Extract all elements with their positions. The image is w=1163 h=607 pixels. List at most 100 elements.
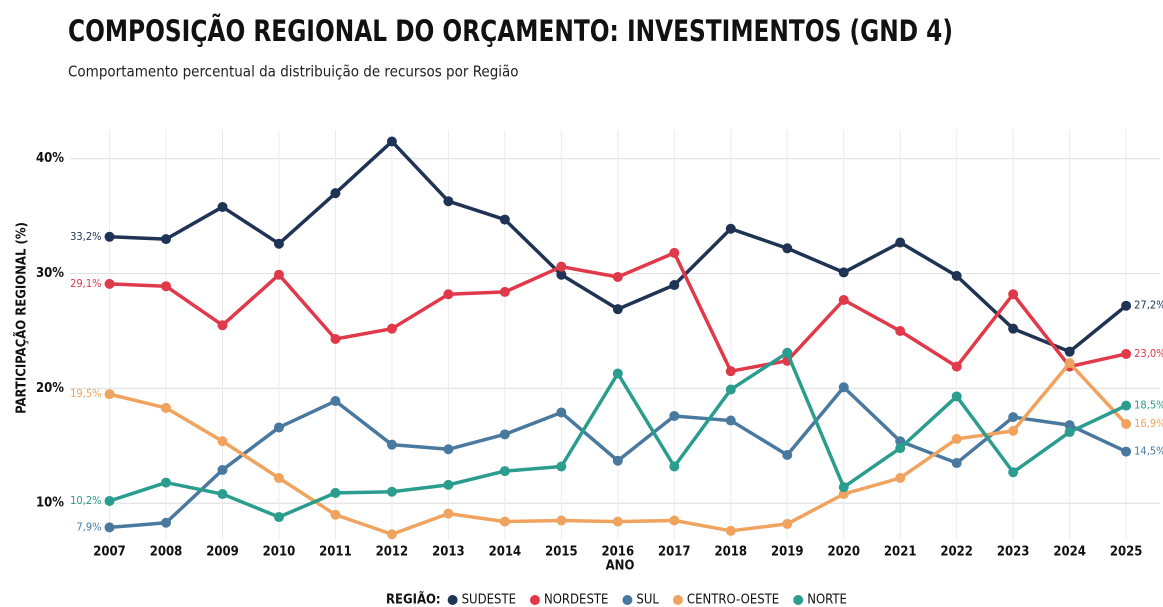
point [1008, 467, 1019, 478]
point [838, 267, 849, 278]
point [386, 323, 397, 334]
point [951, 391, 962, 402]
point [669, 461, 680, 472]
point [273, 422, 284, 433]
value-label: 27,2% [1134, 299, 1163, 312]
point [838, 482, 849, 493]
point [443, 444, 454, 455]
point [161, 517, 172, 528]
point [386, 486, 397, 497]
point [161, 402, 172, 413]
legend-title: REGIÃO: [386, 592, 441, 607]
point [161, 281, 172, 292]
legend-swatch [672, 595, 683, 605]
point [782, 347, 793, 358]
x-tick-label: 2007 [93, 545, 126, 560]
point [612, 304, 623, 315]
point [273, 269, 284, 280]
point [1064, 358, 1075, 369]
point [217, 201, 228, 212]
point [1064, 427, 1075, 438]
point [1008, 289, 1019, 300]
point [951, 270, 962, 281]
point [104, 389, 115, 400]
point [725, 525, 736, 536]
value-label: 18,5% [1134, 399, 1163, 412]
value-label: 33,2% [70, 230, 101, 243]
point [273, 472, 284, 483]
point [782, 450, 793, 461]
point [330, 188, 341, 199]
point [1121, 400, 1132, 411]
point [669, 515, 680, 526]
point [612, 368, 623, 379]
point [1064, 346, 1075, 357]
legend-label: NORDESTE [544, 593, 608, 607]
point [499, 516, 510, 527]
point [725, 223, 736, 234]
point [782, 243, 793, 254]
x-tick-label: 2024 [1053, 545, 1086, 560]
point [217, 489, 228, 500]
point [895, 237, 906, 248]
point [669, 247, 680, 258]
point [386, 136, 397, 147]
point [895, 443, 906, 454]
x-tick-label: 2009 [206, 545, 239, 560]
point [669, 410, 680, 421]
point [161, 234, 172, 245]
x-tick-label: 2018 [714, 545, 747, 560]
chart-subtitle: Comportamento percentual da distribuição… [68, 63, 519, 81]
x-tick-label: 2019 [771, 545, 804, 560]
value-label: 7,9% [76, 520, 101, 533]
point [556, 515, 567, 526]
point [895, 472, 906, 483]
point [895, 325, 906, 336]
point [1121, 348, 1132, 359]
x-tick-label: 2008 [150, 545, 183, 560]
point [386, 439, 397, 450]
point [443, 196, 454, 207]
point [556, 261, 567, 272]
value-label: 10,2% [70, 494, 101, 507]
point [104, 231, 115, 242]
x-tick-label: 2012 [376, 545, 409, 560]
point [1121, 446, 1132, 457]
legend-label: SUL [636, 593, 659, 607]
point [104, 522, 115, 533]
x-tick-label: 2015 [545, 545, 578, 560]
x-tick-label: 2017 [658, 545, 691, 560]
point [612, 516, 623, 527]
point [443, 479, 454, 490]
point [1008, 425, 1019, 436]
point [1008, 412, 1019, 423]
x-tick-label: 2013 [432, 545, 465, 560]
point [273, 238, 284, 249]
y-tick-label: 40% [36, 151, 64, 166]
point [838, 489, 849, 500]
x-tick-label: 2021 [884, 545, 917, 560]
value-label: 14,5% [1134, 445, 1163, 458]
point [725, 384, 736, 395]
point [161, 477, 172, 488]
point [556, 269, 567, 280]
point [951, 361, 962, 372]
y-tick-label: 30% [36, 266, 64, 281]
point [330, 509, 341, 520]
point [1008, 323, 1019, 334]
y-axis-label: PARTICIPAÇÃO REGIONAL (%) [14, 222, 30, 414]
point [217, 436, 228, 447]
point [499, 466, 510, 477]
point [838, 382, 849, 393]
point [838, 294, 849, 305]
point [951, 458, 962, 469]
chart-title: COMPOSIÇÃO REGIONAL DO ORÇAMENTO: INVEST… [68, 14, 953, 48]
value-label: 19,5% [70, 387, 101, 400]
legend-label: NORTE [807, 593, 847, 607]
x-tick-label: 2010 [263, 545, 296, 560]
point [499, 214, 510, 225]
y-tick-label: 20% [36, 381, 64, 396]
point [725, 415, 736, 426]
point [1121, 419, 1132, 430]
point [443, 289, 454, 300]
